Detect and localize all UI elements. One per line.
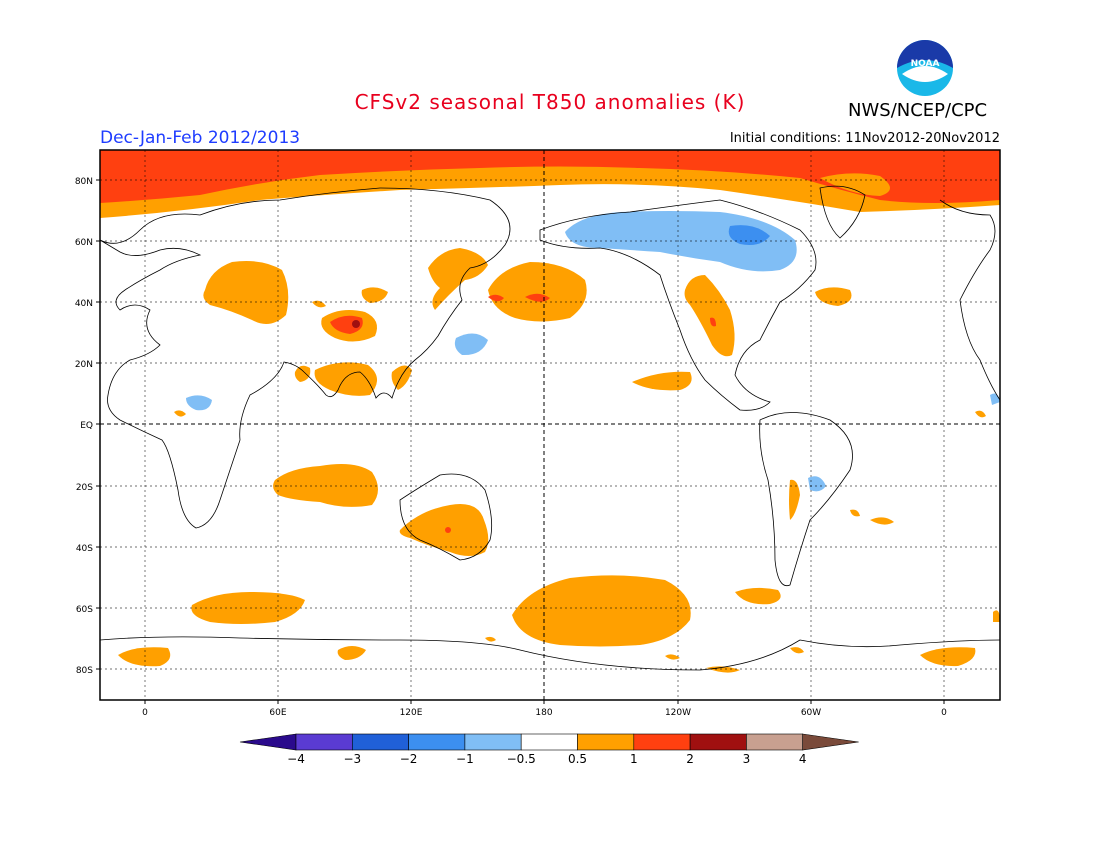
lat-label: 80N: [75, 177, 93, 187]
cold-anomaly-africa: [186, 395, 212, 411]
lat-label: EQ: [80, 421, 93, 431]
warm-anomalies: [118, 248, 1000, 673]
colorbar-label: 3: [743, 752, 751, 766]
coastlines: [100, 185, 1000, 671]
lat-ticks: [96, 179, 100, 670]
lon-label: 60W: [801, 708, 821, 718]
lon-label: 120W: [665, 708, 691, 718]
lat-label: 80S: [76, 666, 93, 676]
lon-label: 60E: [269, 708, 286, 718]
colorbar-arrow-low: [239, 733, 297, 751]
season-label: Dec-Jan-Feb 2012/2013: [100, 128, 301, 148]
lat-label: 60S: [76, 605, 93, 615]
lon-label: 120E: [400, 708, 423, 718]
lat-label: 20S: [76, 483, 93, 493]
colorbar-label: −2: [400, 752, 418, 766]
initial-conditions-label: Initial conditions: 11Nov2012-20Nov2012: [729, 131, 1000, 146]
colorbar-arrow-high: [802, 733, 859, 751]
noaa-logo: NOAA: [897, 40, 953, 96]
colorbar-swatch: [577, 733, 635, 751]
colorbar-swatch: [351, 733, 409, 751]
lon-label: 180: [535, 708, 552, 718]
cold-anomaly-pacific: [454, 333, 488, 356]
colorbar-swatch: [633, 733, 691, 751]
colorbar-swatch: [746, 733, 804, 751]
colorbar-label: −3: [343, 752, 361, 766]
lat-label: 20N: [75, 360, 93, 370]
lat-label: 60N: [75, 238, 93, 248]
equator-dateline: [100, 150, 1000, 700]
colorbar-label: −0.5: [507, 752, 536, 766]
colorbar-swatch: [464, 733, 522, 751]
colorbar-label: 0.5: [568, 752, 587, 766]
colorbar-swatch: [408, 733, 466, 751]
colorbar-label: 4: [799, 752, 807, 766]
graticule: [100, 150, 1000, 700]
lat-label: 40S: [76, 544, 93, 554]
lon-ticks: [144, 700, 945, 704]
lat-label: 40N: [75, 299, 93, 309]
colorbar-swatch: [689, 733, 747, 751]
arctic-warm-band: [100, 150, 1000, 218]
colorbar-label: 1: [630, 752, 638, 766]
colorbar-swatch: [295, 733, 353, 751]
lon-labels: 0 60E 120E 180 120W 60W 0: [142, 708, 947, 718]
map-title: CFSv2 seasonal T850 anomalies (K): [354, 90, 746, 114]
map-frame: [99, 149, 1001, 701]
noaa-logo-text: NOAA: [911, 59, 940, 69]
lon-label: 0: [142, 708, 148, 718]
colorbar: −4 −3 −2 −1 −0.5 0.5 1 2 3 4: [239, 733, 859, 766]
colorbar-label: −1: [456, 752, 474, 766]
lon-label: 0: [941, 708, 947, 718]
colorbar-label: 2: [686, 752, 694, 766]
lat-labels: 80N 60N 40N 20N EQ 20S 40S 60S 80S: [75, 177, 93, 676]
cold-anomaly-south-america: [808, 476, 826, 492]
organization-label: NWS/NCEP/CPC: [848, 100, 988, 121]
colorbar-label: −4: [287, 752, 305, 766]
colorbar-swatch: [520, 733, 578, 751]
